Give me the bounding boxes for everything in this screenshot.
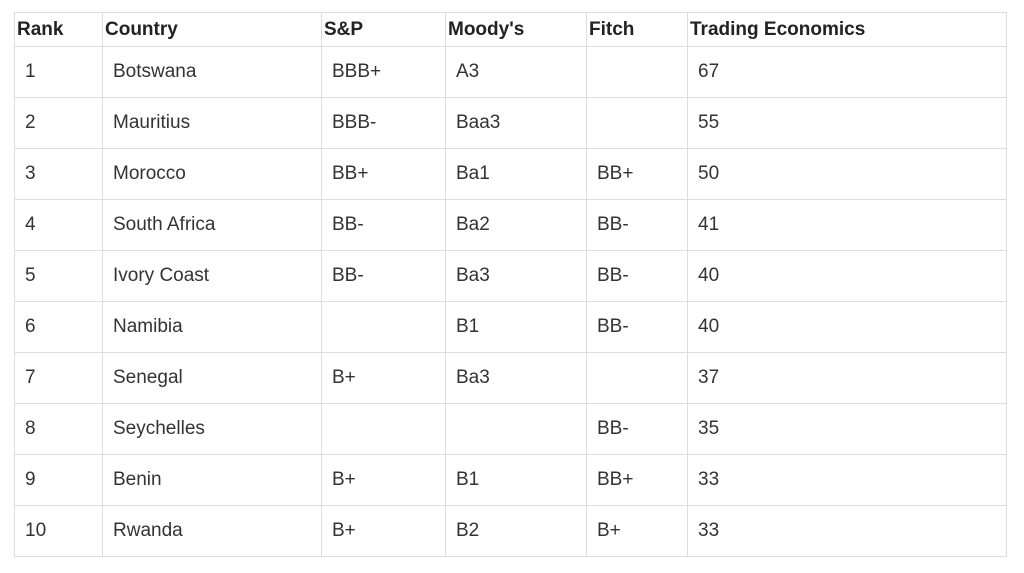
cell-sp: B+ (321, 352, 446, 404)
cell-fitch: B+ (586, 505, 688, 557)
cell-fitch: BB+ (586, 148, 688, 200)
cell-sp: B+ (321, 505, 446, 557)
cell-country: Namibia (102, 301, 322, 353)
cell-rank: 7 (14, 352, 103, 404)
table-header-row: Rank Country S&P Moody's Fitch Trading E… (14, 12, 1007, 47)
cell-country: Mauritius (102, 97, 322, 149)
header-country: Country (102, 12, 322, 47)
cell-trading-economics: 40 (687, 301, 1007, 353)
table-row: 10 Rwanda B+ B2 B+ 33 (14, 505, 1007, 557)
cell-trading-economics: 33 (687, 505, 1007, 557)
cell-country: Seychelles (102, 403, 322, 455)
cell-rank: 5 (14, 250, 103, 302)
cell-fitch (586, 46, 688, 98)
cell-moodys: Ba1 (445, 148, 587, 200)
cell-fitch (586, 352, 688, 404)
cell-trading-economics: 50 (687, 148, 1007, 200)
cell-country: Rwanda (102, 505, 322, 557)
cell-sp: B+ (321, 454, 446, 506)
table-row: 6 Namibia B1 BB- 40 (14, 301, 1007, 353)
cell-country: South Africa (102, 199, 322, 251)
header-sp: S&P (321, 12, 446, 47)
cell-country: Morocco (102, 148, 322, 200)
cell-sp: BB- (321, 199, 446, 251)
cell-fitch: BB- (586, 301, 688, 353)
header-rank: Rank (14, 12, 103, 47)
header-fitch: Fitch (586, 12, 688, 47)
cell-rank: 8 (14, 403, 103, 455)
cell-rank: 9 (14, 454, 103, 506)
table-row: 4 South Africa BB- Ba2 BB- 41 (14, 199, 1007, 251)
table-row: 3 Morocco BB+ Ba1 BB+ 50 (14, 148, 1007, 200)
cell-moodys: B1 (445, 301, 587, 353)
cell-fitch: BB- (586, 199, 688, 251)
cell-moodys: Ba3 (445, 250, 587, 302)
cell-sp (321, 403, 446, 455)
cell-fitch (586, 97, 688, 149)
cell-trading-economics: 35 (687, 403, 1007, 455)
cell-trading-economics: 37 (687, 352, 1007, 404)
cell-trading-economics: 67 (687, 46, 1007, 98)
cell-country: Senegal (102, 352, 322, 404)
ratings-table: Rank Country S&P Moody's Fitch Trading E… (14, 12, 1007, 557)
cell-rank: 10 (14, 505, 103, 557)
cell-trading-economics: 40 (687, 250, 1007, 302)
cell-moodys: Ba3 (445, 352, 587, 404)
header-trading-economics: Trading Economics (687, 12, 1007, 47)
cell-country: Botswana (102, 46, 322, 98)
cell-sp: BB+ (321, 148, 446, 200)
cell-rank: 4 (14, 199, 103, 251)
cell-sp: BBB+ (321, 46, 446, 98)
cell-moodys: A3 (445, 46, 587, 98)
table-row: 1 Botswana BBB+ A3 67 (14, 46, 1007, 98)
cell-moodys: B1 (445, 454, 587, 506)
cell-rank: 3 (14, 148, 103, 200)
cell-moodys: B2 (445, 505, 587, 557)
cell-rank: 2 (14, 97, 103, 149)
table-row: 7 Senegal B+ Ba3 37 (14, 352, 1007, 404)
cell-sp (321, 301, 446, 353)
cell-sp: BB- (321, 250, 446, 302)
cell-country: Ivory Coast (102, 250, 322, 302)
cell-moodys: Baa3 (445, 97, 587, 149)
cell-country: Benin (102, 454, 322, 506)
cell-fitch: BB- (586, 250, 688, 302)
cell-moodys: Ba2 (445, 199, 587, 251)
cell-rank: 1 (14, 46, 103, 98)
cell-fitch: BB- (586, 403, 688, 455)
cell-moodys (445, 403, 587, 455)
table-row: 5 Ivory Coast BB- Ba3 BB- 40 (14, 250, 1007, 302)
cell-rank: 6 (14, 301, 103, 353)
cell-trading-economics: 33 (687, 454, 1007, 506)
cell-trading-economics: 55 (687, 97, 1007, 149)
table-row: 2 Mauritius BBB- Baa3 55 (14, 97, 1007, 149)
header-moodys: Moody's (445, 12, 587, 47)
table-row: 8 Seychelles BB- 35 (14, 403, 1007, 455)
cell-sp: BBB- (321, 97, 446, 149)
cell-trading-economics: 41 (687, 199, 1007, 251)
ratings-table-container: Rank Country S&P Moody's Fitch Trading E… (14, 12, 1007, 557)
cell-fitch: BB+ (586, 454, 688, 506)
table-row: 9 Benin B+ B1 BB+ 33 (14, 454, 1007, 506)
